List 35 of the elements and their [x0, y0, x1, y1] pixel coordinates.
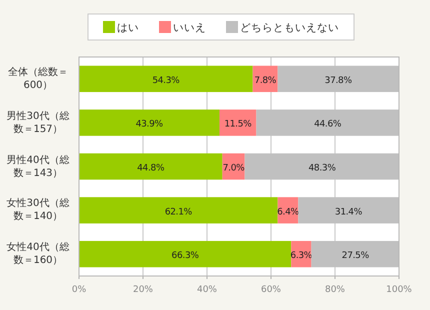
data-label: 43.9% — [136, 120, 164, 130]
x-tick-label: 80% — [324, 285, 346, 295]
y-tick-label: 男性40代（総数＝143） — [6, 154, 70, 180]
data-label: 6.4% — [277, 207, 300, 218]
bar — [79, 110, 220, 136]
y-tick-label: 男性30代（総数＝157） — [6, 110, 70, 136]
y-tick-label: 全体（総数＝600） — [7, 66, 69, 92]
data-label: 6.3% — [290, 251, 313, 262]
x-tick-label: 40% — [196, 285, 218, 295]
y-tick-label: 女性40代（総数＝160） — [6, 241, 70, 268]
data-label: 31.4% — [334, 207, 363, 218]
data-label: 44.8% — [137, 164, 165, 174]
legend-label: はい — [117, 22, 139, 34]
bar — [219, 110, 256, 136]
data-label: 37.8% — [324, 76, 352, 86]
bar — [79, 197, 278, 224]
x-tick-label: 0% — [72, 285, 87, 295]
legend-label: いいえ — [173, 22, 206, 34]
data-label: 7.8% — [254, 76, 277, 86]
y-tick-label: 女性30代（総数＝140） — [6, 197, 70, 224]
data-label: 62.1% — [164, 207, 193, 218]
bar — [79, 66, 253, 92]
data-label: 44.6% — [314, 120, 342, 130]
x-tick-label: 20% — [132, 285, 154, 295]
bar — [79, 240, 292, 268]
data-label: 27.5% — [342, 251, 370, 262]
x-tick-label: 60% — [260, 285, 282, 295]
data-label: 7.0% — [222, 164, 246, 174]
data-label: 66.3% — [172, 251, 200, 262]
bar — [79, 153, 222, 180]
data-label: 54.3% — [152, 76, 180, 86]
x-tick-label: 100% — [386, 285, 412, 295]
data-label: 48.3% — [308, 164, 336, 174]
legend-label: どちらともいえない — [240, 22, 339, 34]
data-label: 11.5% — [224, 120, 252, 130]
